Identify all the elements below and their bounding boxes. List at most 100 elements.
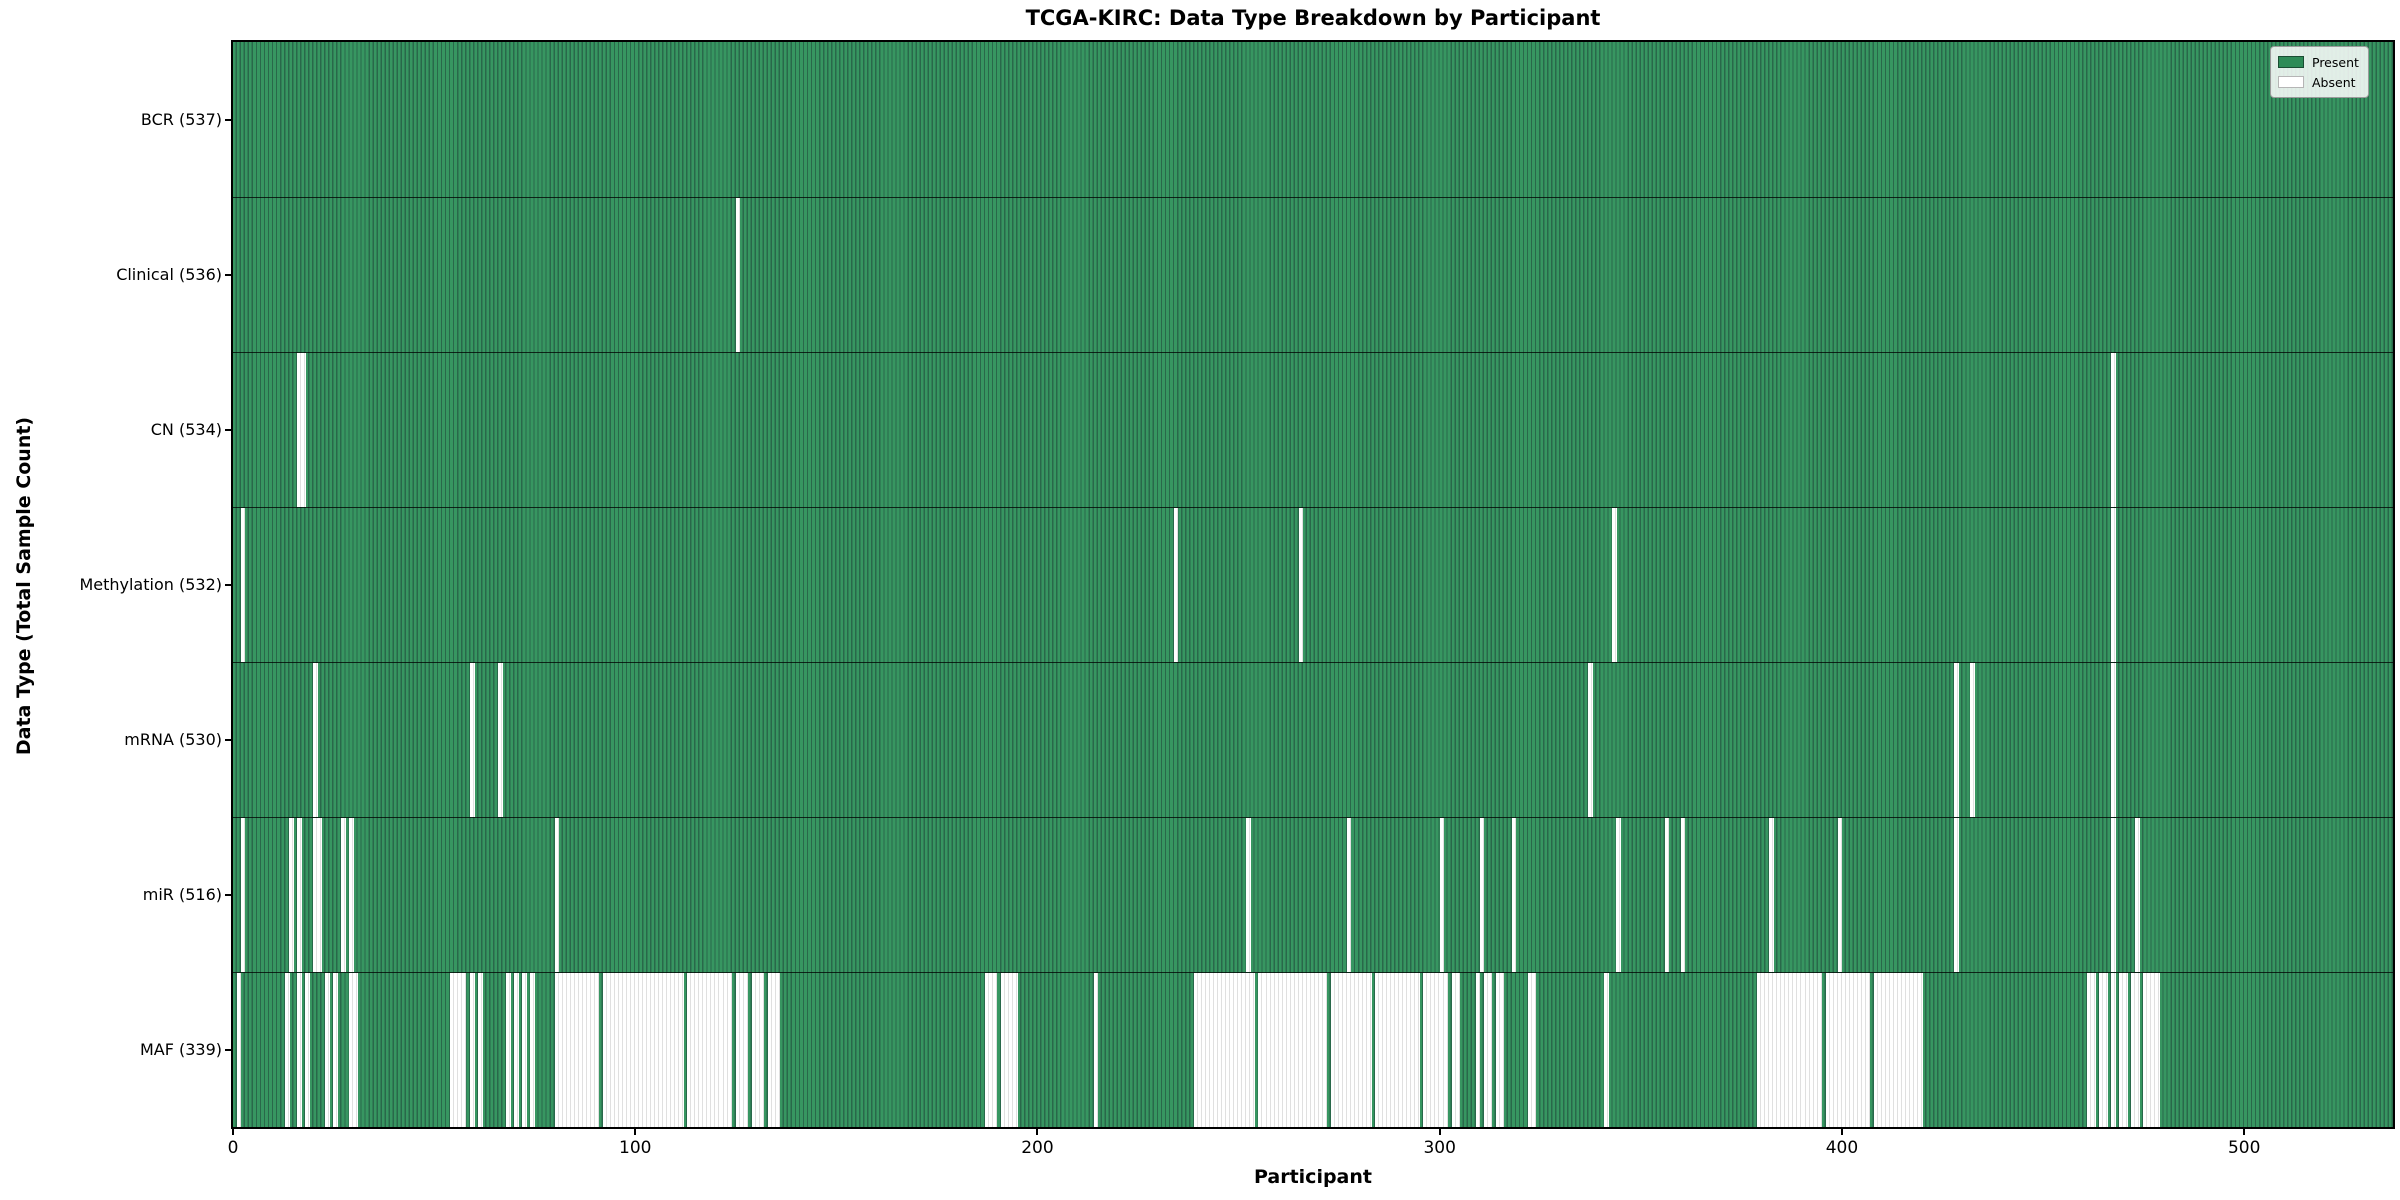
absent-stripe [1777, 973, 1782, 1127]
absent-stripe [1431, 973, 1436, 1127]
absent-stripe [2111, 508, 2116, 662]
absent-stripe [691, 973, 696, 1127]
absent-stripe [1773, 973, 1778, 1127]
absent-stripe [635, 973, 640, 1127]
absent-stripe [1451, 973, 1456, 1127]
absent-stripe [558, 973, 564, 1127]
absent-stripe [1330, 973, 1336, 1127]
absent-stripe [679, 973, 684, 1127]
absent-stripe [2143, 973, 2148, 1127]
absent-stripe [1274, 973, 1279, 1127]
absent-stripe [1829, 973, 1835, 1127]
plot-content [233, 42, 2393, 1127]
absent-stripe [1439, 973, 1444, 1127]
absent-stripe [2119, 973, 2124, 1127]
absent-stripe [1346, 973, 1352, 1127]
y-tick-label: Clinical (536) [116, 264, 222, 284]
absent-stripe [1801, 973, 1806, 1127]
absent-stripe [1351, 973, 1356, 1127]
absent-stripe [1612, 508, 1617, 662]
absent-stripe [1527, 973, 1533, 1127]
absent-stripe [1439, 818, 1444, 972]
absent-stripe [1242, 973, 1247, 1127]
y-tick-mark [225, 273, 233, 276]
absent-stripe [1511, 818, 1517, 972]
absent-stripe [1246, 818, 1251, 972]
absent-stripe [240, 508, 246, 662]
legend-label-absent: Absent [2312, 74, 2356, 90]
absent-stripe [289, 818, 294, 972]
absent-stripe [1222, 973, 1227, 1127]
absent-stripe [305, 973, 310, 1127]
absent-stripe [1238, 973, 1243, 1127]
absent-stripe [297, 973, 302, 1127]
absent-stripe [349, 818, 354, 972]
x-tick-label: 0 [227, 1138, 239, 1158]
absent-stripe [1250, 973, 1255, 1127]
absent-stripe [1857, 973, 1863, 1127]
absent-stripe [675, 973, 680, 1127]
absent-stripe [1310, 973, 1316, 1127]
absent-stripe [1837, 818, 1843, 972]
absent-stripe [1005, 973, 1010, 1127]
absent-stripe [353, 973, 358, 1127]
absent-stripe [1262, 973, 1267, 1127]
absent-stripe [2099, 973, 2104, 1127]
absent-stripe [1853, 973, 1859, 1127]
absent-stripe [1387, 973, 1392, 1127]
absent-stripe [1218, 973, 1223, 1127]
absent-stripe [1833, 973, 1839, 1127]
absent-stripe [1443, 973, 1448, 1127]
absent-stripe [1793, 973, 1798, 1127]
absent-stripe [1206, 973, 1211, 1127]
absent-stripe [735, 973, 740, 1127]
absent-stripe [1805, 973, 1810, 1127]
row-mRNA [233, 662, 2393, 817]
absent-stripe [1294, 973, 1300, 1127]
absent-stripe [1455, 973, 1460, 1127]
legend-item-present: Present [2278, 52, 2359, 72]
absent-stripe [1355, 973, 1360, 1127]
absent-stripe [1532, 973, 1537, 1127]
absent-stripe [2087, 973, 2092, 1127]
absent-stripe [1861, 973, 1867, 1127]
absent-stripe [590, 973, 596, 1127]
absent-stripe [285, 973, 290, 1127]
absent-stripe [349, 973, 354, 1127]
absent-stripe [667, 973, 672, 1127]
absent-stripe [1910, 973, 1915, 1127]
absent-stripe [1761, 973, 1766, 1127]
absent-stripe [1898, 973, 1903, 1127]
absent-stripe [1334, 973, 1340, 1127]
absent-stripe [1479, 818, 1485, 972]
absent-stripe [2131, 973, 2136, 1127]
absent-stripe [618, 973, 624, 1127]
x-tick-label: 100 [619, 1138, 652, 1158]
absent-stripe [759, 973, 765, 1127]
absent-stripe [1813, 973, 1818, 1127]
absent-stripe [1475, 973, 1481, 1127]
absent-stripe [695, 973, 700, 1127]
y-tick-mark [225, 118, 233, 121]
absent-stripe [1499, 973, 1505, 1127]
absent-stripe [2135, 818, 2140, 972]
absent-stripe [297, 818, 302, 972]
x-tick-mark [1036, 1127, 1039, 1135]
absent-stripe [639, 973, 644, 1127]
y-tick-label: BCR (537) [140, 109, 222, 129]
absent-stripe [1298, 973, 1304, 1127]
absent-stripe [578, 973, 584, 1127]
absent-stripe [454, 973, 459, 1127]
x-tick-mark [634, 1127, 637, 1135]
absent-stripe [739, 973, 745, 1127]
absent-stripe [462, 973, 467, 1127]
absent-stripe [1399, 973, 1404, 1127]
absent-stripe [562, 973, 568, 1127]
absent-stripe [2103, 973, 2108, 1127]
absent-stripe [602, 973, 608, 1127]
absent-stripe [775, 973, 781, 1127]
absent-stripe [1411, 973, 1416, 1127]
absent-stripe [622, 973, 628, 1127]
absent-stripe [631, 973, 636, 1127]
